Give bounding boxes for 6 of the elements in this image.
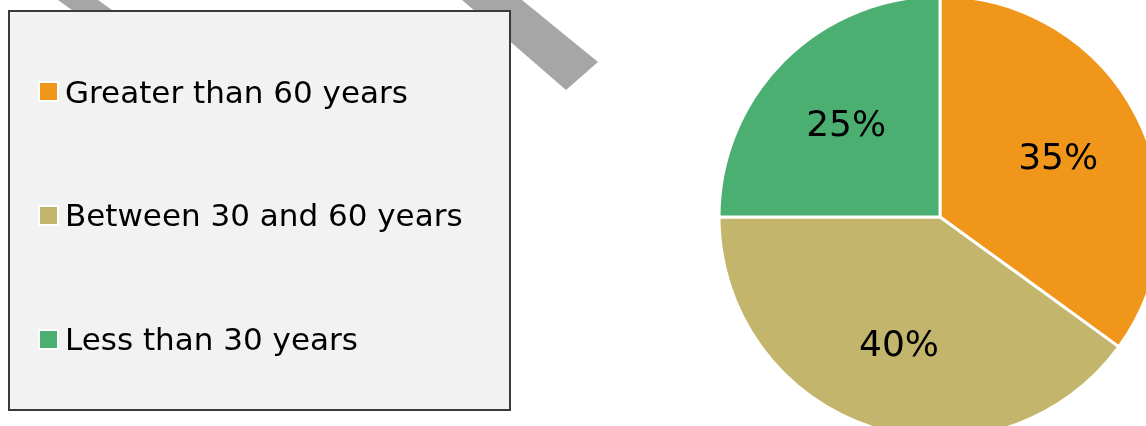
legend-label: Less than 30 years (65, 321, 358, 358)
legend-label: Between 30 and 60 years (65, 197, 463, 234)
legend-label: Greater than 60 years (65, 73, 408, 110)
data-label: 35% (1018, 136, 1099, 178)
data-label: 25% (806, 102, 887, 144)
data-label: 40% (859, 322, 940, 364)
